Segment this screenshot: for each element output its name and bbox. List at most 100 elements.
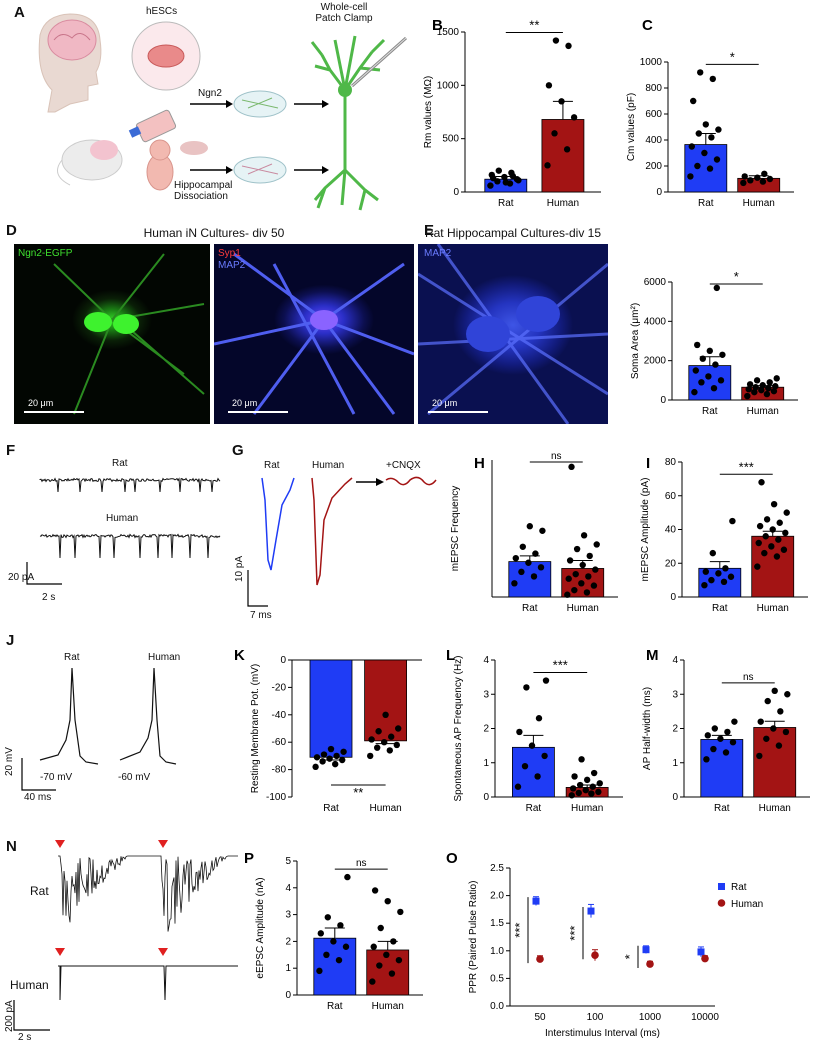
y-axis-label: Spontaneous AP Frequency (Hz) xyxy=(453,655,464,801)
data-point xyxy=(563,146,571,153)
x-tick-label: Human xyxy=(547,198,579,209)
data-point xyxy=(534,773,541,780)
data-point xyxy=(773,375,780,382)
y-tick-label: 500 xyxy=(442,134,459,145)
scale-bar-e: 20 μm xyxy=(432,398,458,408)
data-point xyxy=(335,956,343,964)
chart-h: mEPSC Frequency Rat Human ns H xyxy=(450,451,618,614)
data-point xyxy=(715,570,722,577)
significance-label: ** xyxy=(353,785,363,800)
data-point xyxy=(757,718,764,725)
data-point xyxy=(585,573,592,580)
data-point-human xyxy=(591,951,599,960)
panel-letter: O xyxy=(446,850,458,867)
data-point xyxy=(589,783,596,790)
panel-letter: I xyxy=(646,455,650,472)
data-point xyxy=(703,756,710,763)
y-axis-label: Resting Membrane Pot. (mV) xyxy=(250,664,261,794)
panel-letter: C xyxy=(642,17,653,34)
data-point xyxy=(388,733,395,740)
y-axis-label: Cm values (pF) xyxy=(626,93,637,161)
data-point xyxy=(568,792,575,799)
data-point xyxy=(766,379,773,386)
panel-e-letter: E xyxy=(424,222,435,239)
x-tick-label: Rat xyxy=(712,603,728,614)
data-point xyxy=(374,744,381,751)
data-point xyxy=(575,789,582,797)
label-ngn2: Ngn2 xyxy=(198,88,222,99)
data-point xyxy=(564,591,571,598)
data-point xyxy=(593,541,600,548)
trace-g-scale-x: 7 ms xyxy=(250,610,272,621)
label-syp1: Syp1 xyxy=(218,248,241,259)
panel-a-letter: A xyxy=(14,4,25,21)
y-tick-label: 1 xyxy=(483,758,489,769)
data-point xyxy=(541,752,548,760)
panel-f-letter: F xyxy=(6,442,16,459)
y-axis-label: AP Half-width (ms) xyxy=(642,687,653,770)
panel-g-letter: G xyxy=(232,442,244,459)
data-point xyxy=(569,785,577,792)
panel-letter: L xyxy=(446,647,455,664)
y-axis-label: mEPSC Amplitude (pA) xyxy=(640,478,651,582)
data-point-rat xyxy=(587,907,595,915)
data-point xyxy=(537,564,545,571)
data-point xyxy=(595,788,602,796)
data-point-human xyxy=(536,955,544,963)
y-tick-label: 6000 xyxy=(644,277,667,288)
data-point xyxy=(516,728,523,736)
y-tick-label: 4000 xyxy=(644,316,667,327)
trace-f-scale-x: 2 s xyxy=(42,592,56,603)
data-point xyxy=(702,121,709,128)
data-point xyxy=(763,390,771,398)
data-point xyxy=(711,725,718,732)
x-tick-label: Rat xyxy=(698,198,714,209)
data-point xyxy=(511,580,518,587)
x-tick-label: Rat xyxy=(702,406,718,417)
trace-g-cnqx-label: +CNQX xyxy=(386,460,421,471)
data-point xyxy=(317,930,324,937)
data-point xyxy=(694,162,701,170)
bar-rat xyxy=(508,561,552,598)
bar-human xyxy=(541,119,585,193)
panel-d-title: Human iN Cultures- div 50 xyxy=(143,226,285,240)
data-point xyxy=(323,951,330,958)
data-point xyxy=(316,967,323,975)
data-point xyxy=(770,387,778,395)
bar-rat xyxy=(313,937,357,996)
data-point xyxy=(551,130,558,137)
data-point xyxy=(393,741,400,749)
data-point xyxy=(759,382,766,389)
data-point xyxy=(744,392,751,400)
data-point xyxy=(731,718,738,725)
y-tick-label: 3 xyxy=(483,689,489,700)
trace-g-human-label: Human xyxy=(312,460,345,471)
data-point xyxy=(578,580,585,587)
data-point xyxy=(386,747,393,754)
panel-letter: M xyxy=(646,647,659,664)
trace-j-scale-x: 40 ms xyxy=(24,792,52,803)
y-axis-label: Soma Area (μm²) xyxy=(630,303,641,379)
data-point xyxy=(495,167,502,174)
legend-label-rat: Rat xyxy=(731,882,747,893)
label-patch-clamp: Whole-cell Patch Clamp xyxy=(315,2,373,24)
y-tick-label: 0 xyxy=(656,187,662,198)
y-tick-label: 4 xyxy=(285,883,291,894)
significance-label: * xyxy=(622,954,637,959)
data-point xyxy=(771,687,778,695)
panel-j-letter: J xyxy=(6,632,15,649)
data-point xyxy=(729,517,736,525)
data-point xyxy=(746,381,754,388)
y-tick-label: 800 xyxy=(645,83,662,94)
data-point xyxy=(704,732,711,739)
data-point xyxy=(784,691,791,698)
data-point xyxy=(592,566,599,573)
y-axis-label: PPR (Paired Pulse Ratio) xyxy=(468,881,479,994)
data-point xyxy=(383,951,390,958)
y-tick-label: 2 xyxy=(483,724,489,735)
data-point xyxy=(579,561,586,569)
data-point xyxy=(769,526,776,533)
chart-c: 0 200 400 600 800 1000 Cm values (pF) Rat Human *… xyxy=(626,17,794,209)
y-tick-label: 3 xyxy=(672,689,678,700)
data-point xyxy=(713,156,721,163)
